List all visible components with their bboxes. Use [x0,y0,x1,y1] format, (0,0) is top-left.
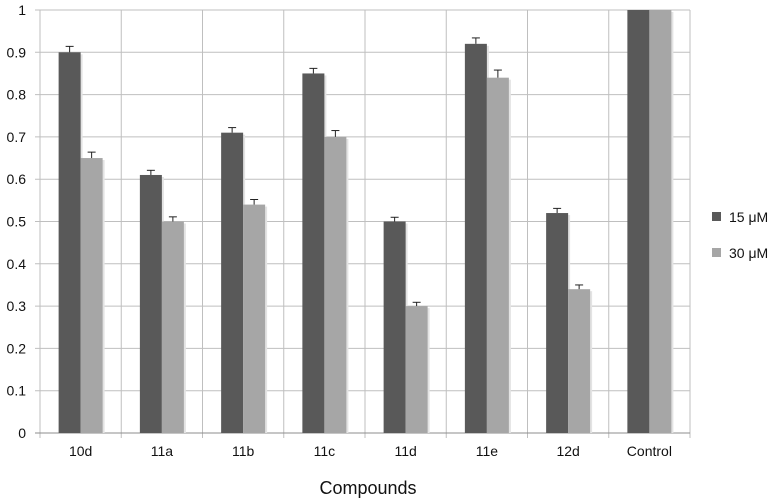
bar-10d-1 [58,52,81,434]
y-tick-label: 0.9 [7,44,27,60]
x-tick-label: 11d [394,443,416,459]
y-tick-label: 0.6 [7,171,27,187]
legend-swatch [712,212,721,221]
legend-label: 30 μM [729,245,768,261]
legend: 15 μM 30 μM [712,209,768,261]
y-tick-label: 0.7 [7,129,27,145]
x-tick-label: 11c [314,443,336,459]
y-tick-label: 0.2 [7,340,27,356]
error-bars [65,37,584,307]
x-tick-label: 11a [151,443,174,459]
bar-12d-2 [568,289,591,433]
x-tick-label: 12d [556,443,579,459]
legend-label: 15 μM [729,209,768,225]
bar-11a-1 [139,174,162,433]
x-axis-ticks: 10d 11a 11b 11c 11d 11e 12d Control [69,443,672,459]
x-axis-label: Compounds [319,478,416,498]
y-tick-label: 0.5 [7,214,27,230]
y-tick-label: 0.1 [7,383,27,399]
bar-11a-2 [161,221,184,433]
bar-11e-1 [464,43,487,434]
bar-12d-1 [546,213,569,433]
bar-Control-1 [627,10,650,433]
bar-11e-2 [486,77,509,434]
y-tick-label: 0.4 [7,256,27,272]
bar-10d-2 [80,158,103,434]
x-tick-label: Control [627,443,672,459]
bar-11b-1 [221,132,244,434]
bar-11c-1 [302,73,325,433]
bar-Control-2 [649,10,672,433]
y-tick-label: 0.8 [7,87,27,103]
bar-11d-2 [405,306,428,433]
bars [58,10,674,434]
bar-11d-1 [383,221,406,433]
y-tick-label: 0.3 [7,298,27,314]
x-tick-label: 10d [69,443,92,459]
y-tick-label: 1 [18,2,26,18]
legend-swatch [712,248,721,257]
bar-11b-2 [243,204,266,433]
bar-11c-2 [324,136,347,433]
x-tick-label: 11b [232,443,255,459]
y-axis-ticks: 0 0.1 0.2 0.3 0.4 0.5 0.6 0.7 0.8 0.9 1 [7,2,27,441]
y-tick-label: 0 [18,425,26,441]
x-tick-label: 11e [476,443,499,459]
